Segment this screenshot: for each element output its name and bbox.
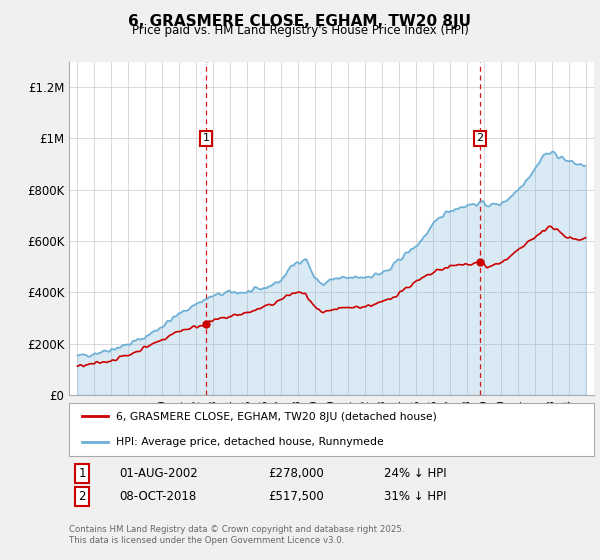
Text: 2: 2 — [79, 489, 86, 503]
Text: £278,000: £278,000 — [269, 467, 324, 480]
Text: 08-OCT-2018: 08-OCT-2018 — [119, 489, 196, 503]
Text: Contains HM Land Registry data © Crown copyright and database right 2025.
This d: Contains HM Land Registry data © Crown c… — [69, 525, 404, 545]
Text: 6, GRASMERE CLOSE, EGHAM, TW20 8JU: 6, GRASMERE CLOSE, EGHAM, TW20 8JU — [128, 14, 472, 29]
Text: 6, GRASMERE CLOSE, EGHAM, TW20 8JU (detached house): 6, GRASMERE CLOSE, EGHAM, TW20 8JU (deta… — [116, 412, 437, 422]
Text: 24% ↓ HPI: 24% ↓ HPI — [384, 467, 446, 480]
Text: HPI: Average price, detached house, Runnymede: HPI: Average price, detached house, Runn… — [116, 436, 384, 446]
Text: £517,500: £517,500 — [269, 489, 324, 503]
Text: 31% ↓ HPI: 31% ↓ HPI — [384, 489, 446, 503]
Text: 1: 1 — [79, 467, 86, 480]
Text: 1: 1 — [202, 133, 209, 143]
Text: Price paid vs. HM Land Registry's House Price Index (HPI): Price paid vs. HM Land Registry's House … — [131, 24, 469, 37]
Text: 01-AUG-2002: 01-AUG-2002 — [119, 467, 197, 480]
Text: 2: 2 — [476, 133, 484, 143]
